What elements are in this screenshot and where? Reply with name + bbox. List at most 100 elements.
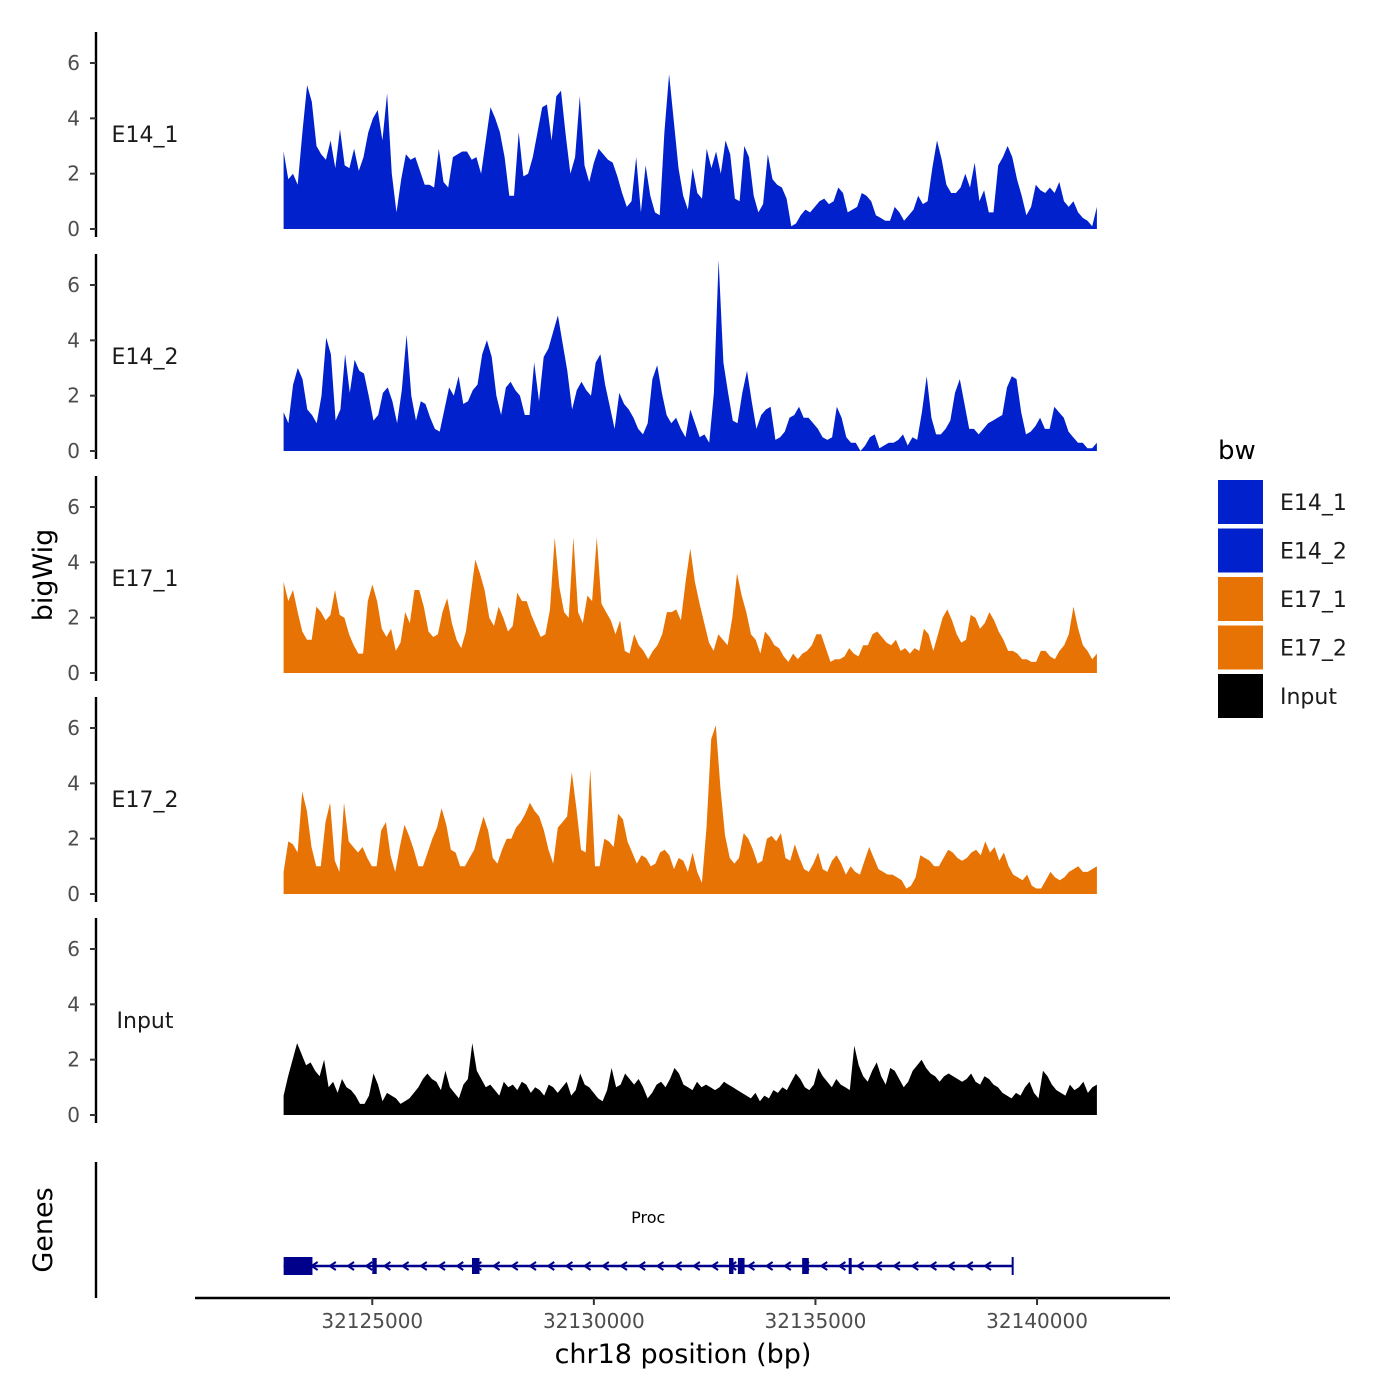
gene-name-label: Proc [631,1208,665,1227]
legend-key-e17-1 [1218,577,1263,621]
y-tick-label: 4 [67,328,80,352]
gene-exon [802,1258,809,1274]
track-panel-e14-1: 0 2 4 6 E14_1 [67,32,1097,241]
strand-arrow [400,1261,410,1271]
track-label: E14_2 [112,345,179,370]
x-tick-label: 32135000 [765,1309,867,1333]
strand-arrow [637,1261,646,1271]
strand-arrow [983,1261,992,1271]
strand-arrow [582,1261,592,1271]
track-panel-input: 0 2 4 6 Input [67,918,1097,1127]
strand-arrow [764,1261,774,1271]
strand-arrow [528,1261,537,1271]
y-tick-label: 4 [67,771,80,795]
legend-title: bw [1218,436,1256,466]
strand-arrow [419,1261,428,1271]
y-tick-label: 2 [67,384,80,408]
x-tick-label: 32130000 [543,1309,645,1333]
gene-track: Genes Proc [28,1162,1014,1298]
strand-arrow [673,1261,683,1271]
y-tick-label: 0 [67,217,80,241]
y-tick-label: 6 [67,273,80,297]
legend-label: E14_2 [1280,540,1347,565]
y-tick-label: 6 [67,495,80,519]
y-tick-label: 6 [67,51,80,75]
strand-arrow [491,1261,501,1271]
strand-arrow [946,1261,956,1271]
y-tick-label: 4 [67,550,80,574]
strand-arrow [928,1261,937,1271]
signal-area-e14-1 [283,74,1097,229]
track-panel-e17-2: 0 2 4 6 E17_2 [67,697,1097,906]
legend-key-e14-2 [1218,528,1263,573]
strand-arrow [382,1261,391,1271]
strand-arrow [437,1261,446,1271]
y-tick-label: 2 [67,162,80,186]
strand-arrow [619,1261,628,1271]
y-tick-label: 2 [67,606,80,630]
y-tick-label: 0 [67,439,80,463]
y-tick-label: 2 [67,827,80,851]
gene-exon [372,1258,377,1274]
y-tick-label: 0 [67,661,80,685]
strand-arrow [692,1261,701,1271]
y-tick-label: 4 [67,992,80,1016]
strand-arrow [510,1261,519,1271]
track-label: E17_1 [112,567,179,592]
x-axis: 32125000 32130000 32135000 32140000 [195,1296,1170,1333]
signal-area-e17-2 [283,725,1097,894]
strand-arrow [910,1261,919,1271]
legend-key-input [1218,674,1263,718]
track-panel-e14-2: 0 2 4 6 E14_2 [67,254,1097,463]
signal-area-input [283,1043,1097,1115]
strand-arrow [874,1261,883,1271]
legend-label: E14_1 [1280,491,1347,516]
strand-arrow [346,1261,355,1271]
strand-arrow [710,1261,719,1271]
strand-arrow [564,1261,573,1271]
legend-label: E17_2 [1280,637,1347,662]
x-axis-title: chr18 position (bp) [555,1339,812,1370]
strand-arrow [546,1261,555,1271]
strand-arrow [364,1261,373,1271]
legend-label: E17_1 [1280,588,1347,613]
track-label: E14_1 [112,123,179,148]
gene-exon [737,1258,745,1274]
gene-model [283,1257,1014,1275]
strand-arrow [455,1261,464,1271]
x-tick-label: 32140000 [986,1309,1088,1333]
track-panel-e17-1: 0 2 4 6 E17_1 [67,476,1097,685]
strand-arrow [837,1261,846,1271]
gene-exon [283,1257,313,1275]
strand-arrow [892,1261,901,1271]
strand-arrow [819,1261,828,1271]
track-label: E17_2 [112,788,179,813]
strand-arrow [746,1261,755,1271]
gene-exon [848,1258,852,1274]
strand-arrow [601,1261,610,1271]
strand-arrow [965,1261,974,1271]
strand-arrow [655,1261,664,1271]
gene-track-title: Genes [28,1187,59,1272]
y-tick-label: 4 [67,106,80,130]
y-tick-label: 6 [67,937,80,961]
y-tick-label: 0 [67,882,80,906]
gene-exon [729,1258,734,1274]
legend: bw E14_1 E14_2 E17_1 E17_2 Input [1218,436,1347,718]
strand-arrow [783,1261,792,1271]
x-tick-label: 32125000 [321,1309,423,1333]
legend-key-e14-1 [1218,480,1263,524]
legend-key-e17-2 [1218,625,1263,670]
gene-exon [471,1258,480,1274]
y-tick-label: 0 [67,1103,80,1127]
track-label: Input [117,1009,174,1034]
signal-area-e14-2 [283,260,1097,451]
strand-arrow [328,1261,337,1271]
track-panels: 0 2 4 6 E14_1 0 2 4 6 E14_2 0 2 4 6 E17_1 0 2 4 6 E17_2 0 2 4 6… [67,32,1097,1127]
signal-area-e17-1 [283,537,1097,673]
y-axis-title: bigWig [28,529,59,622]
strand-arrow [855,1261,865,1271]
y-tick-label: 2 [67,1048,80,1072]
y-tick-label: 6 [67,716,80,740]
